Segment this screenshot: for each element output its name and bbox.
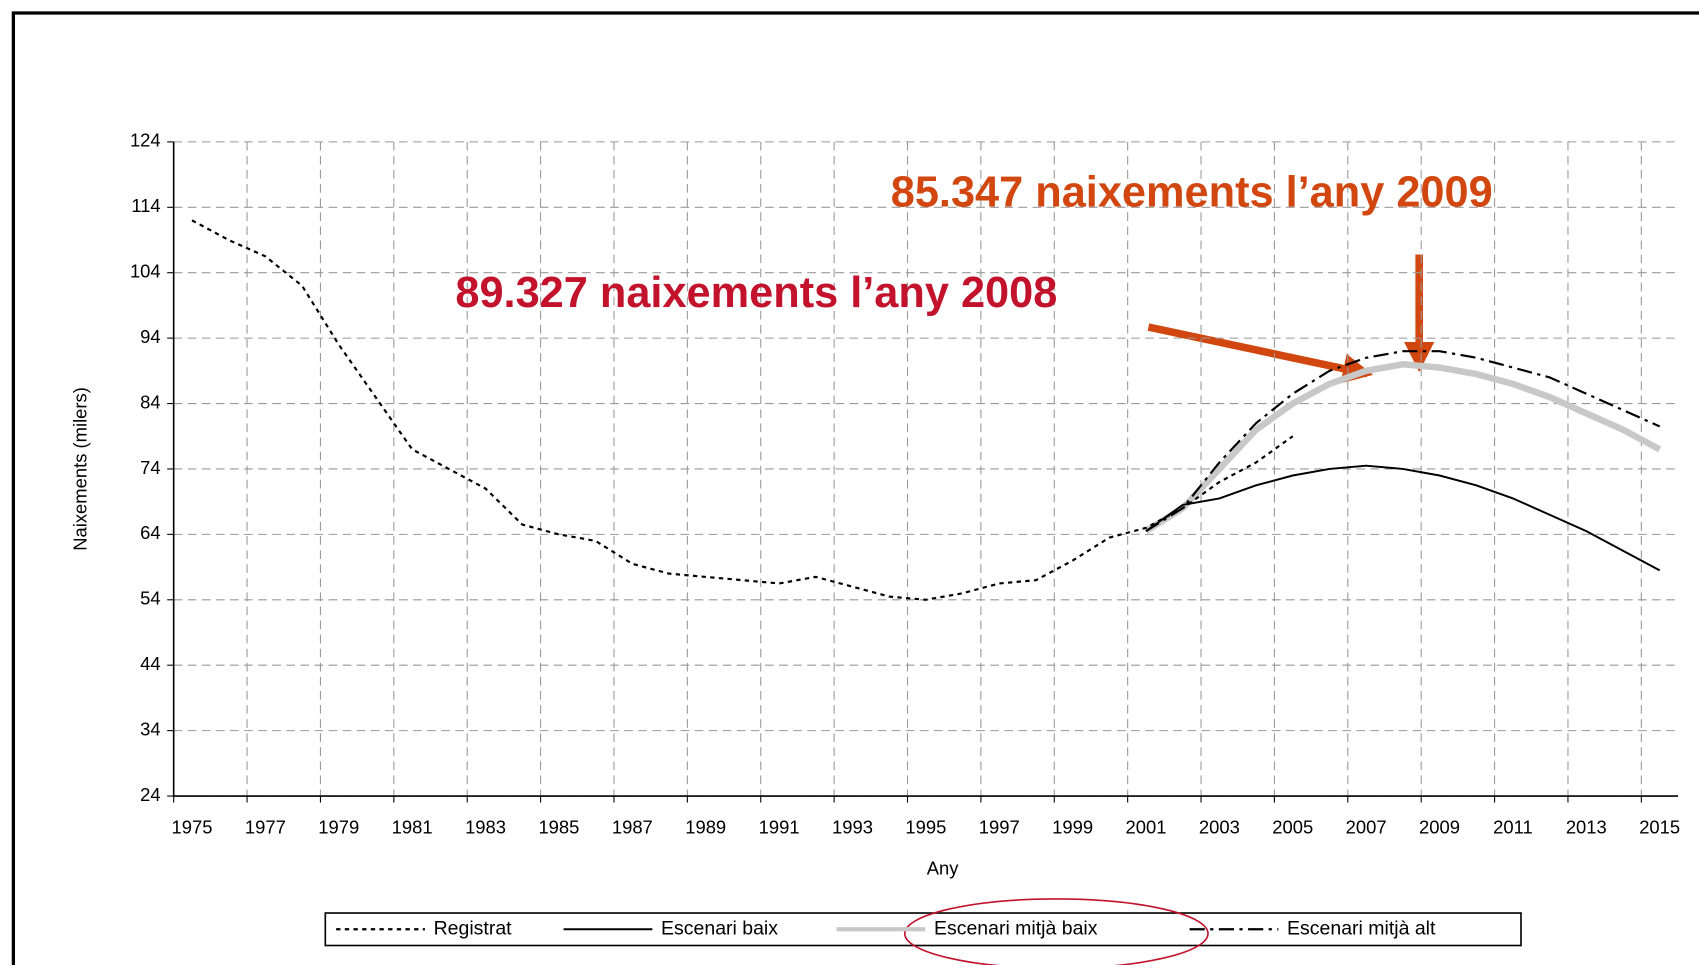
x-tick-label: 1993 — [832, 816, 873, 837]
series-line — [191, 219, 1294, 601]
arrow — [1147, 323, 1374, 384]
x-tick-label: 1981 — [392, 816, 433, 837]
x-tick-label: 1983 — [465, 816, 506, 837]
y-tick-label: 124 — [130, 130, 161, 151]
series-line — [1144, 361, 1662, 534]
x-tick-label: 1979 — [318, 816, 359, 837]
x-tick-label: 2003 — [1199, 816, 1240, 837]
x-tick-label: 1997 — [979, 816, 1020, 837]
x-tick-label: 2009 — [1419, 816, 1460, 837]
x-tick-label: 2011 — [1493, 816, 1533, 837]
x-axis-label: Any — [927, 858, 960, 879]
y-tick-label: 84 — [140, 391, 160, 412]
x-tick-label: 1999 — [1052, 816, 1093, 837]
y-tick-label: 34 — [140, 718, 160, 739]
frame — [11, 11, 1699, 965]
y-tick-label: 24 — [140, 784, 160, 805]
y-tick-label: 104 — [130, 261, 161, 282]
legend-label: Escenari mitjà baix — [934, 917, 1098, 939]
x-tick-label: 1985 — [538, 816, 579, 837]
y-tick-label: 114 — [131, 195, 160, 216]
y-tick-label: 74 — [140, 457, 160, 478]
highlight-ellipse — [903, 898, 1209, 965]
y-tick-label: 44 — [140, 653, 160, 674]
x-tick-label: 2005 — [1272, 816, 1313, 837]
annotation: 89.327 naixements l’any 2008 — [455, 269, 1057, 317]
annotation: 85.347 naixements l’any 2009 — [891, 168, 1493, 216]
x-tick-label: 1987 — [612, 816, 653, 837]
x-tick-label: 2015 — [1639, 816, 1680, 837]
x-tick-label: 2007 — [1346, 816, 1387, 837]
x-tick-label: 1995 — [905, 816, 946, 837]
x-tick-label: 1989 — [685, 816, 726, 837]
y-tick-label: 64 — [140, 522, 160, 543]
x-tick-label: 1977 — [245, 816, 286, 837]
y-tick-label: 94 — [140, 326, 160, 347]
y-tick-label: 54 — [140, 588, 160, 609]
x-tick-label: 2001 — [1126, 816, 1167, 837]
x-tick-label: 1991 — [759, 816, 800, 837]
legend-label: Registrat — [434, 917, 513, 939]
y-axis-label: Naixements (milers) — [69, 387, 90, 551]
series-line — [1145, 350, 1661, 533]
x-tick-label: 2013 — [1566, 816, 1607, 837]
x-tick-label: 1975 — [172, 816, 213, 837]
legend-label: Escenari baix — [661, 917, 778, 939]
series-line — [1145, 464, 1661, 572]
legend-label: Escenari mitjà alt — [1287, 917, 1436, 939]
